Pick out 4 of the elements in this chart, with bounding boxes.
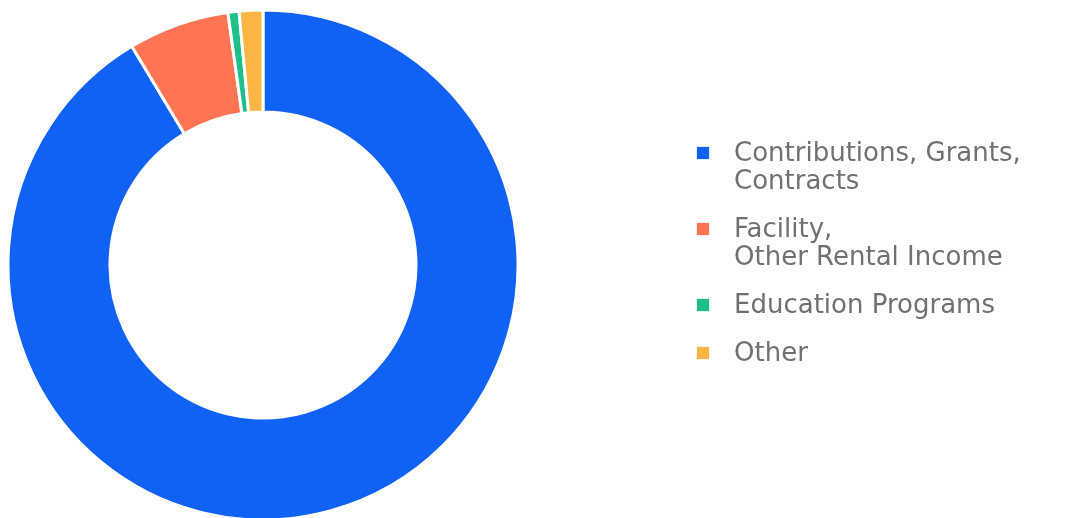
legend-label: Other: [734, 337, 809, 367]
legend-label: Contributions, Grants, Contracts: [734, 137, 1021, 195]
legend-label: Facility, Other Rental Income: [734, 213, 1003, 271]
legend-label: Education Programs: [734, 289, 995, 319]
